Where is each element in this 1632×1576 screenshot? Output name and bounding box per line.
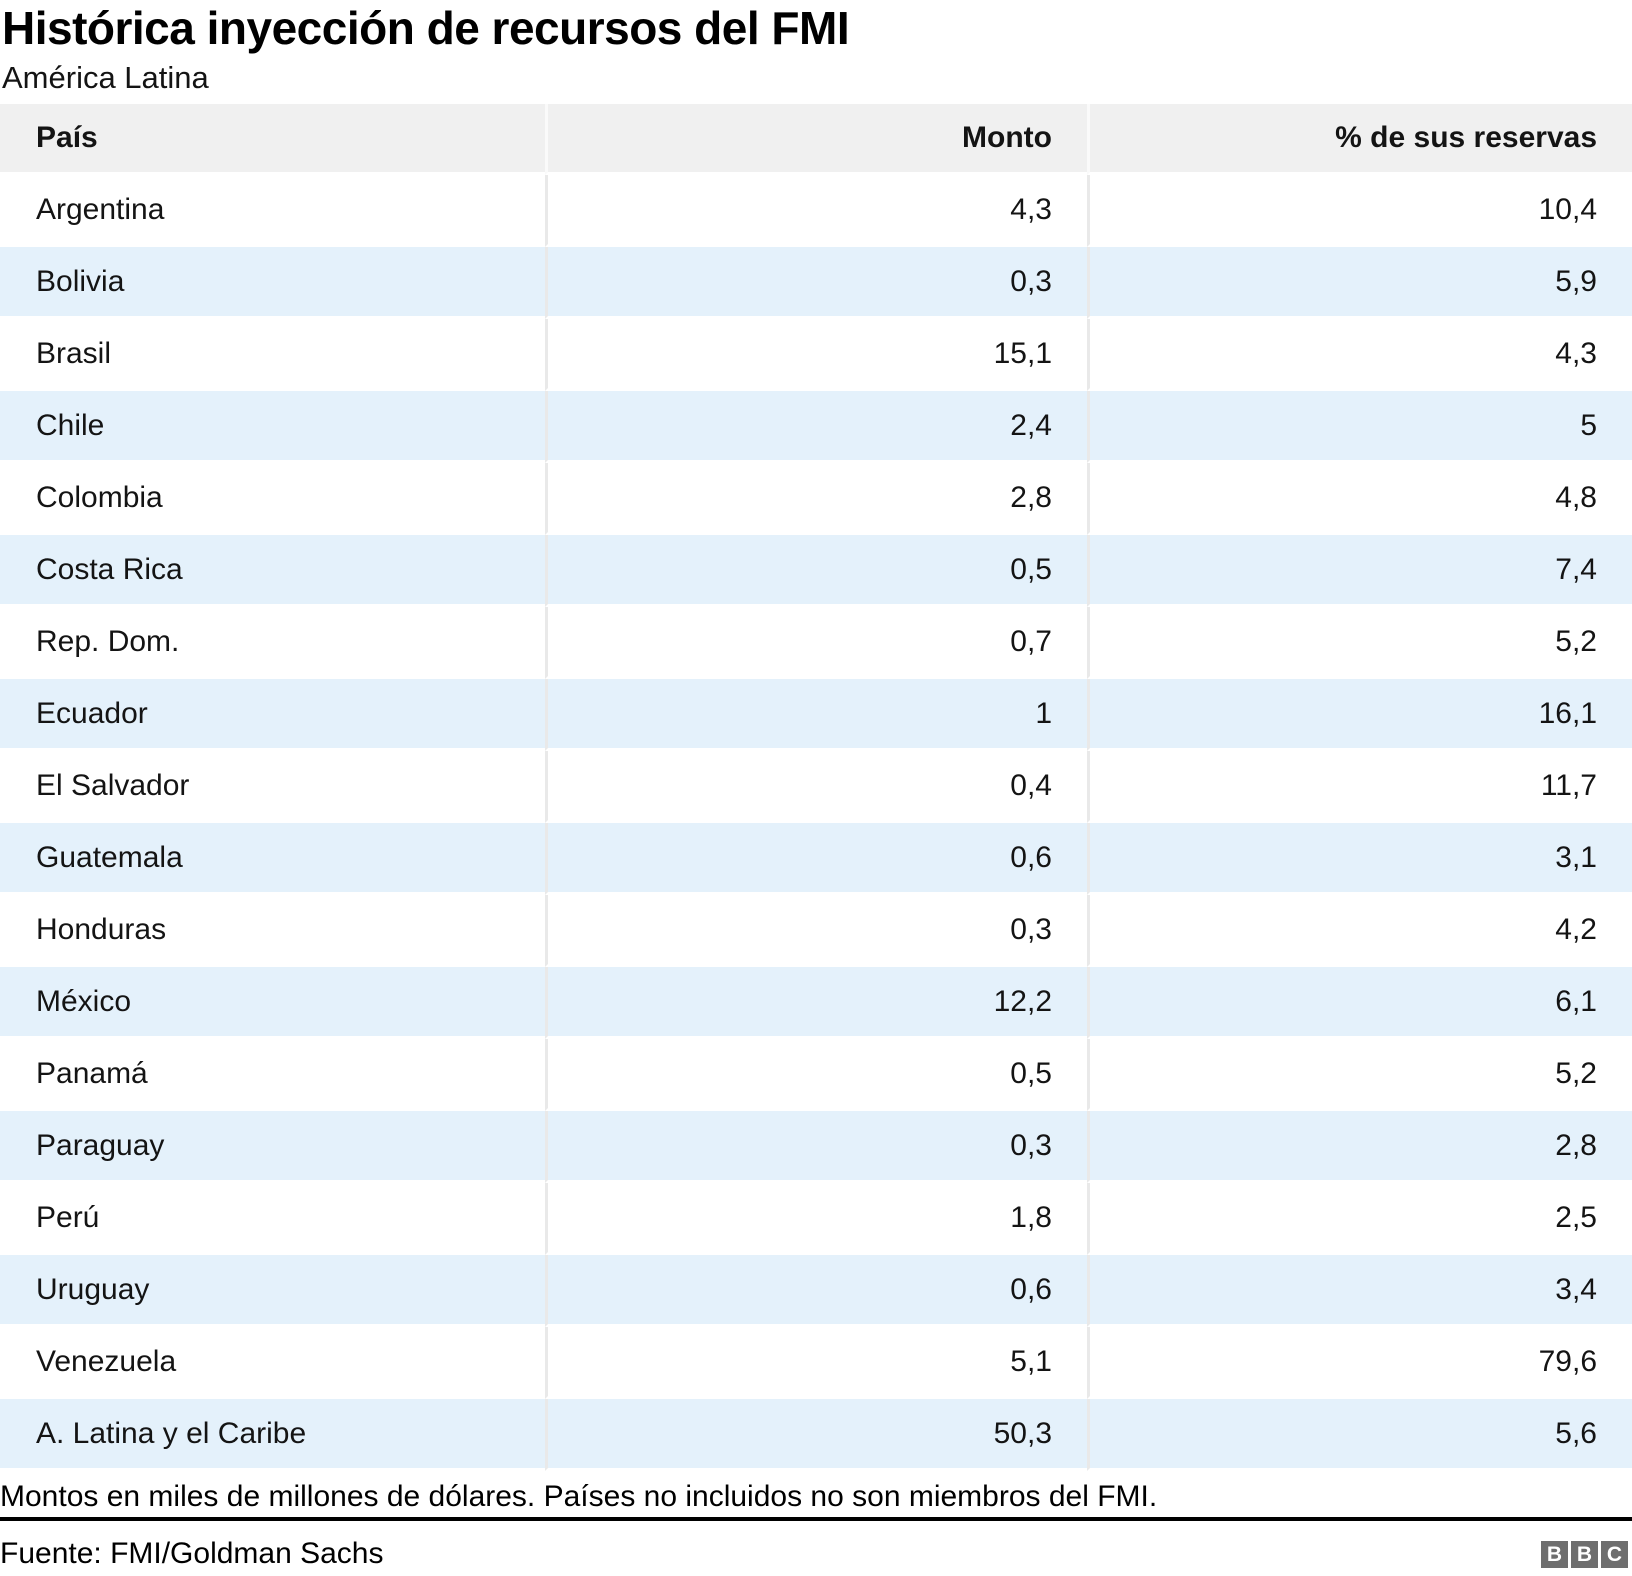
cell-monto: 0,7 xyxy=(545,607,1087,679)
bbc-logo-letter-3: C xyxy=(1601,1540,1628,1568)
cell-reservas: 5,2 xyxy=(1087,607,1632,679)
bbc-logo-letter-2: B xyxy=(1571,1540,1598,1568)
cell-monto: 4,3 xyxy=(545,175,1087,247)
bbc-logo: B B C xyxy=(1541,1540,1628,1568)
cell-monto: 12,2 xyxy=(545,967,1087,1039)
data-table: País Monto % de sus reservas Argentina 4… xyxy=(0,104,1632,1471)
cell-pais: Venezuela xyxy=(0,1327,545,1399)
cell-pais: Colombia xyxy=(0,463,545,535)
cell-reservas: 3,1 xyxy=(1087,823,1632,895)
footer: Fuente: FMI/Goldman Sachs B B C xyxy=(0,1534,1632,1574)
table-row: Costa Rica 0,5 7,4 xyxy=(0,535,1632,607)
bbc-logo-letter-1: B xyxy=(1541,1540,1568,1568)
table-header-row: País Monto % de sus reservas xyxy=(0,104,1632,175)
cell-reservas: 5,6 xyxy=(1087,1399,1632,1471)
table-row: Venezuela 5,1 79,6 xyxy=(0,1327,1632,1399)
table-row: Honduras 0,3 4,2 xyxy=(0,895,1632,967)
cell-pais: Brasil xyxy=(0,319,545,391)
cell-reservas: 7,4 xyxy=(1087,535,1632,607)
table-row: Brasil 15,1 4,3 xyxy=(0,319,1632,391)
cell-reservas: 5 xyxy=(1087,391,1632,463)
cell-reservas: 79,6 xyxy=(1087,1327,1632,1399)
cell-reservas: 3,4 xyxy=(1087,1255,1632,1327)
column-header-monto: Monto xyxy=(545,104,1087,175)
cell-monto: 0,5 xyxy=(545,535,1087,607)
cell-pais: Chile xyxy=(0,391,545,463)
table-row: Chile 2,4 5 xyxy=(0,391,1632,463)
cell-monto: 0,3 xyxy=(545,1111,1087,1183)
table-row: Paraguay 0,3 2,8 xyxy=(0,1111,1632,1183)
cell-monto: 1 xyxy=(545,679,1087,751)
cell-monto: 0,3 xyxy=(545,247,1087,319)
cell-reservas: 5,2 xyxy=(1087,1039,1632,1111)
cell-reservas: 4,2 xyxy=(1087,895,1632,967)
cell-reservas: 4,3 xyxy=(1087,319,1632,391)
cell-reservas: 4,8 xyxy=(1087,463,1632,535)
cell-pais: Costa Rica xyxy=(0,535,545,607)
table-row: México 12,2 6,1 xyxy=(0,967,1632,1039)
cell-pais: A. Latina y el Caribe xyxy=(0,1399,545,1471)
page-title: Histórica inyección de recursos del FMI xyxy=(2,2,850,54)
cell-monto: 50,3 xyxy=(545,1399,1087,1471)
cell-reservas: 6,1 xyxy=(1087,967,1632,1039)
table-row: Argentina 4,3 10,4 xyxy=(0,175,1632,247)
cell-pais: México xyxy=(0,967,545,1039)
cell-pais: Guatemala xyxy=(0,823,545,895)
cell-pais: Perú xyxy=(0,1183,545,1255)
table-row: Rep. Dom. 0,7 5,2 xyxy=(0,607,1632,679)
cell-pais: Paraguay xyxy=(0,1111,545,1183)
cell-monto: 2,8 xyxy=(545,463,1087,535)
cell-monto: 15,1 xyxy=(545,319,1087,391)
cell-reservas: 10,4 xyxy=(1087,175,1632,247)
cell-monto: 5,1 xyxy=(545,1327,1087,1399)
cell-pais: Bolivia xyxy=(0,247,545,319)
cell-pais: Honduras xyxy=(0,895,545,967)
cell-monto: 0,4 xyxy=(545,751,1087,823)
cell-monto: 0,6 xyxy=(545,1255,1087,1327)
cell-monto: 0,3 xyxy=(545,895,1087,967)
table-row: Colombia 2,8 4,8 xyxy=(0,463,1632,535)
column-header-pais: País xyxy=(0,104,545,175)
page-subtitle: América Latina xyxy=(2,60,209,95)
cell-pais: El Salvador xyxy=(0,751,545,823)
divider-line xyxy=(0,1517,1632,1521)
footnote: Montos en miles de millones de dólares. … xyxy=(0,1480,1158,1513)
cell-reservas: 11,7 xyxy=(1087,751,1632,823)
cell-pais: Rep. Dom. xyxy=(0,607,545,679)
cell-reservas: 5,9 xyxy=(1087,247,1632,319)
cell-reservas: 2,8 xyxy=(1087,1111,1632,1183)
cell-monto: 2,4 xyxy=(545,391,1087,463)
column-header-reservas: % de sus reservas xyxy=(1087,104,1632,175)
source-text: Fuente: FMI/Goldman Sachs xyxy=(0,1537,384,1570)
cell-monto: 1,8 xyxy=(545,1183,1087,1255)
cell-pais: Ecuador xyxy=(0,679,545,751)
cell-reservas: 16,1 xyxy=(1087,679,1632,751)
table-row: Perú 1,8 2,5 xyxy=(0,1183,1632,1255)
cell-pais: Argentina xyxy=(0,175,545,247)
table-body: Argentina 4,3 10,4 Bolivia 0,3 5,9 Brasi… xyxy=(0,175,1632,1471)
table-row: A. Latina y el Caribe 50,3 5,6 xyxy=(0,1399,1632,1471)
table-row: Panamá 0,5 5,2 xyxy=(0,1039,1632,1111)
table-row: Uruguay 0,6 3,4 xyxy=(0,1255,1632,1327)
cell-pais: Panamá xyxy=(0,1039,545,1111)
cell-monto: 0,6 xyxy=(545,823,1087,895)
cell-monto: 0,5 xyxy=(545,1039,1087,1111)
table-row: El Salvador 0,4 11,7 xyxy=(0,751,1632,823)
table-row: Bolivia 0,3 5,9 xyxy=(0,247,1632,319)
cell-reservas: 2,5 xyxy=(1087,1183,1632,1255)
table-row: Ecuador 1 16,1 xyxy=(0,679,1632,751)
cell-pais: Uruguay xyxy=(0,1255,545,1327)
table-row: Guatemala 0,6 3,1 xyxy=(0,823,1632,895)
